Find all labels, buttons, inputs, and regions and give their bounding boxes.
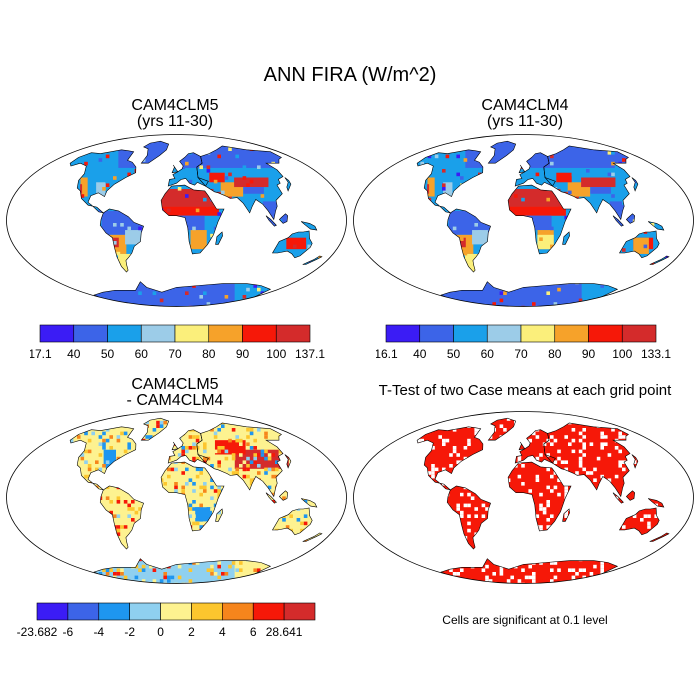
colorbar-swatch — [98, 602, 130, 621]
colorbar-swatch — [242, 324, 277, 343]
colorbar-tick-label: -4 — [93, 625, 104, 639]
significance-note: Cells are significant at 0.1 level — [442, 613, 608, 627]
colorbar-swatch — [191, 602, 223, 621]
colorbar-swatch — [252, 602, 285, 621]
colorbar-swatch — [222, 602, 254, 621]
panel-title-ttest: T-Test of two Case means at each grid po… — [378, 382, 672, 399]
map-difference — [6, 411, 347, 584]
colorbar-swatch — [588, 324, 623, 343]
colorbar-difference: -23.682 -6 -4 -2 0 2 4 6 28.641 — [17, 602, 316, 639]
colorbar-swatch — [73, 324, 108, 343]
colorbar-tick-label: 70 — [514, 347, 528, 361]
colorbar-tick-label: 100 — [612, 347, 632, 361]
colorbar-swatch — [107, 324, 142, 343]
colorbar-swatch — [520, 324, 556, 343]
colorbar-tick-label: 80 — [548, 347, 562, 361]
colorbar-tick-label: 133.1 — [641, 347, 671, 361]
colorbar-swatch — [554, 324, 589, 343]
colorbar-tick-label: -2 — [124, 625, 135, 639]
colorbar-tick-label: 40 — [67, 347, 81, 361]
colorbar-tick-label: 0 — [157, 625, 164, 639]
colorbar-swatch — [140, 324, 176, 343]
colorbar-cam4clm5: 17.1 40 50 60 70 80 90 100 137.1 — [30, 324, 325, 361]
colorbar-swatch — [283, 602, 316, 621]
colorbar-tick-label: 90 — [582, 347, 596, 361]
colorbar-tick-label: 2 — [188, 625, 195, 639]
map-cam4clm5 — [6, 134, 347, 307]
colorbar-tick-label: 40 — [413, 347, 427, 361]
colorbar-tick-label: -6 — [63, 625, 74, 639]
colorbar-swatch — [67, 602, 100, 621]
colorbar-swatch — [453, 324, 488, 343]
colorbar-swatch — [419, 324, 454, 343]
colorbar-swatch — [36, 602, 69, 621]
colorbar-tick-label: 70 — [168, 347, 182, 361]
colorbar-tick-label: 60 — [135, 347, 149, 361]
colorbar-swatch — [486, 324, 522, 343]
colorbar-tick-label: 137.1 — [295, 347, 325, 361]
colorbar-tick-label: 90 — [236, 347, 250, 361]
colorbar-swatch — [39, 324, 75, 343]
colorbar-tick-label: 50 — [447, 347, 461, 361]
colorbar-tick-label: 50 — [101, 347, 115, 361]
colorbar-cam4clm4: 16.1 40 50 60 70 80 90 100 133.1 — [376, 324, 671, 361]
colorbar-tick-label: 80 — [202, 347, 216, 361]
map-cam4clm4 — [353, 134, 694, 307]
panel-title-cam4clm4: CAM4CLM4 — [481, 97, 569, 114]
map-ttest — [353, 411, 694, 584]
colorbar-swatch — [275, 324, 311, 343]
panel-subtitle-cam4clm5: (yrs 11-30) — [136, 113, 214, 130]
colorbar-swatch — [208, 324, 243, 343]
figure-title: ANN FIRA (W/m^2) — [263, 64, 437, 86]
colorbar-swatch — [621, 324, 657, 343]
colorbar-swatch — [129, 602, 161, 621]
colorbar-tick-label: 100 — [266, 347, 286, 361]
colorbar-tick-label: 60 — [481, 347, 495, 361]
colorbar-tick-label: 4 — [219, 625, 226, 639]
colorbar-tick-label: 6 — [250, 625, 257, 639]
colorbar-swatch — [385, 324, 421, 343]
colorbar-tick-label: 16.1 — [376, 347, 398, 361]
colorbar-tick-label: -23.682 — [17, 625, 58, 639]
colorbar-swatch — [160, 602, 192, 621]
colorbar-tick-label: 28.641 — [266, 625, 303, 639]
panel-subtitle-difference: - CAM4CLM4 — [126, 392, 224, 409]
colorbar-tick-label: 17.1 — [30, 347, 52, 361]
panel-title-difference: CAM4CLM5 — [131, 376, 219, 393]
colorbar-swatch — [174, 324, 210, 343]
panel-subtitle-cam4clm4: (yrs 11-30) — [486, 113, 564, 130]
panel-title-cam4clm5: CAM4CLM5 — [131, 97, 219, 114]
